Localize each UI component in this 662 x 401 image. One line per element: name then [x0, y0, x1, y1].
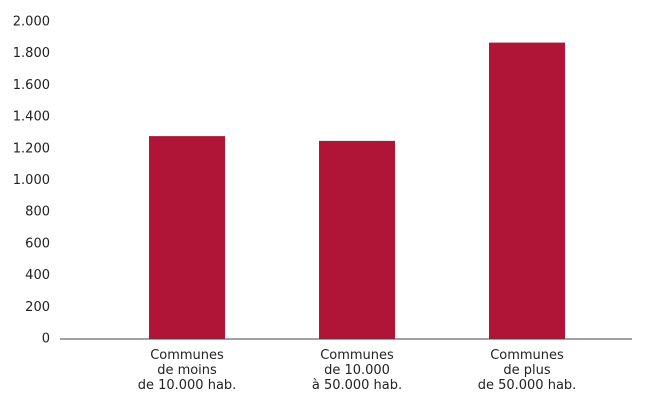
y-tick-label: 1.000	[13, 173, 50, 188]
x-tick-label-line: de 10.000	[324, 363, 390, 378]
x-tick-label: Communes de plus de 50.000 hab.	[478, 348, 577, 393]
x-tick-label: Communes de moins de 10.000 hab.	[138, 348, 237, 393]
y-tick-label: 1.400	[13, 110, 50, 125]
x-tick-label-line: à 50.000 hab.	[312, 378, 402, 393]
y-tick-label: 200	[25, 300, 50, 315]
bar	[319, 140, 395, 339]
x-tick-label-line: de moins	[157, 363, 217, 378]
y-tick-label: 2.000	[13, 15, 50, 30]
x-tick-label: Communes de 10.000 à 50.000 hab.	[312, 348, 402, 393]
x-tick-label-line: Communes	[490, 348, 564, 363]
x-tick-label-line: de 50.000 hab.	[478, 378, 577, 393]
y-tick-label: 1.200	[13, 141, 50, 156]
bar	[489, 42, 565, 339]
x-tick-label-line: de plus	[503, 363, 550, 378]
y-tick-label: 400	[25, 268, 50, 283]
bar	[149, 136, 225, 339]
y-tick-label: 1.600	[13, 78, 50, 93]
y-tick-label: 600	[25, 236, 50, 251]
y-tick-label: 1.800	[13, 46, 50, 61]
y-tick-label: 800	[25, 205, 50, 220]
x-tick-label-line: Communes	[150, 348, 224, 363]
x-tick-label-line: Communes	[320, 348, 394, 363]
y-tick-label: 0	[42, 332, 50, 347]
x-tick-label-line: de 10.000 hab.	[138, 378, 237, 393]
